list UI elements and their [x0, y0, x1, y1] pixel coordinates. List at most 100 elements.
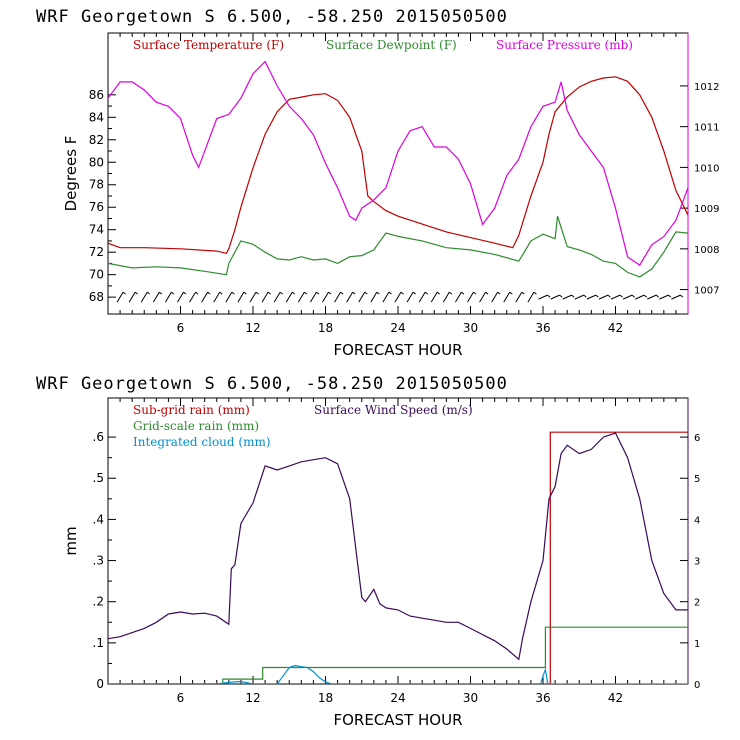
legend-entry: Grid-scale rain (mm): [133, 419, 259, 433]
wind-barb-flag: [364, 291, 368, 295]
wind-barb-flag: [643, 294, 647, 298]
x-tick-label: 30: [463, 691, 478, 705]
legend-entry: Sub-grid rain (mm): [133, 403, 250, 417]
wind-barb-flag: [631, 294, 635, 298]
y2-tick-label: 1: [694, 639, 700, 650]
wind-barb-flag: [231, 291, 235, 295]
wind-barb-flag: [304, 291, 308, 295]
wind-barb: [297, 291, 305, 303]
wind-barb: [479, 291, 487, 303]
wind-barb: [382, 291, 390, 303]
wind-barb-flag: [183, 291, 187, 295]
wind-barb: [574, 294, 584, 300]
wind-barb-flag: [291, 291, 296, 295]
wind-barb: [538, 294, 548, 300]
wind-barb: [394, 291, 402, 303]
y-tick-label: 86: [89, 88, 104, 102]
y-tick-label: 0: [96, 677, 104, 691]
chart-title: WRF Georgetown S 6.500, -58.250 20150505…: [36, 374, 508, 394]
wind-barb: [249, 291, 257, 303]
wind-barb-flag: [340, 291, 344, 295]
wind-barb: [261, 291, 269, 303]
y2-tick-label: 1011: [694, 123, 719, 134]
y-tick-label: .6: [93, 430, 104, 444]
wind-barb-flag: [521, 291, 525, 295]
y-tick-label: 70: [89, 268, 104, 282]
wind-barb-flag: [195, 291, 199, 295]
wind-barb: [273, 291, 281, 303]
wind-barb: [634, 294, 645, 300]
wind-barb: [586, 294, 597, 300]
series-line-grid-scale-rain-mm: [108, 626, 688, 684]
y-tick-label: .2: [93, 595, 104, 609]
wind-barb-flag: [316, 291, 320, 295]
legend-entry: Integrated cloud (mm): [133, 435, 271, 449]
wind-barb-flag: [449, 291, 453, 295]
wind-barb-flag: [559, 294, 563, 298]
y2-tick-label: 1009: [694, 204, 719, 215]
wind-barb: [527, 291, 535, 303]
wind-barb-flag: [243, 291, 247, 295]
x-tick-label: 18: [318, 321, 333, 335]
wind-barb: [285, 291, 293, 303]
chart-panel-1: WRF Georgetown S 6.500, -58.250 20150505…: [36, 7, 719, 359]
x-tick-label: 36: [535, 321, 550, 335]
wind-barb: [671, 294, 681, 300]
wind-barb-flag: [668, 294, 672, 298]
wind-barb-flag: [583, 294, 587, 298]
wind-barb-flag: [607, 294, 611, 298]
wind-barb-flag: [619, 294, 623, 298]
legend-entry: Surface Dewpoint (F): [326, 38, 457, 52]
wind-barb: [598, 294, 609, 300]
wind-barb-flag: [388, 291, 392, 295]
wind-barb: [442, 291, 450, 303]
x-tick-label: 18: [318, 691, 333, 705]
wind-barb: [237, 291, 245, 303]
plot-frame: [107, 32, 689, 315]
y-tick-label: .1: [93, 636, 104, 650]
y2-tick-label: 1008: [694, 245, 719, 256]
series-line-surface-temperature-f: [108, 76, 688, 254]
wind-barb: [346, 291, 354, 303]
y-tick-label: 84: [89, 110, 104, 124]
legend-entry: Surface Pressure (mb): [496, 38, 633, 52]
wind-barb: [515, 291, 523, 303]
wind-barb-flag: [328, 291, 332, 295]
wind-barb-flag: [159, 291, 163, 295]
y2-tick-label: 5: [694, 474, 700, 485]
wind-barb: [467, 291, 474, 303]
wind-barb: [358, 291, 366, 303]
chart-title: WRF Georgetown S 6.500, -58.250 20150505…: [36, 7, 508, 27]
wind-barb: [610, 294, 621, 300]
wind-barb: [491, 291, 499, 303]
wind-barb-flag: [473, 291, 477, 295]
wind-barb-flag: [400, 291, 404, 295]
y2-tick-label: 4: [694, 515, 700, 526]
wind-barb: [322, 291, 329, 303]
wind-barb-flag: [122, 291, 126, 295]
series-line-surface-pressure-mb: [108, 60, 688, 266]
y-axis-label: Degrees F: [62, 136, 80, 212]
wind-barb-flag: [547, 294, 551, 298]
wind-barb-flag: [595, 294, 599, 298]
x-tick-label: 24: [390, 321, 405, 335]
wind-barb-flag: [352, 291, 356, 295]
wind-barb-flag: [461, 291, 465, 295]
wind-barb-flag: [279, 291, 283, 295]
y2-tick-label: 6: [694, 433, 700, 444]
wind-barb-flag: [219, 291, 223, 295]
x-axis-label: FORECAST HOUR: [333, 711, 462, 729]
y-tick-label: 76: [89, 200, 104, 214]
series-line-surface-dewpoint-f: [108, 216, 688, 278]
x-tick-label: 6: [177, 691, 185, 705]
legend-entry: Surface Wind Speed (m/s): [314, 403, 473, 417]
wind-barb: [622, 294, 633, 300]
wind-barb-flag: [655, 294, 660, 298]
wind-barb: [128, 291, 136, 303]
series-line-sub-grid-rain-mm: [108, 431, 688, 684]
wind-barb: [454, 291, 462, 303]
wind-barb-flag: [134, 291, 138, 295]
wind-barb: [225, 291, 233, 303]
wind-barb: [213, 291, 221, 303]
